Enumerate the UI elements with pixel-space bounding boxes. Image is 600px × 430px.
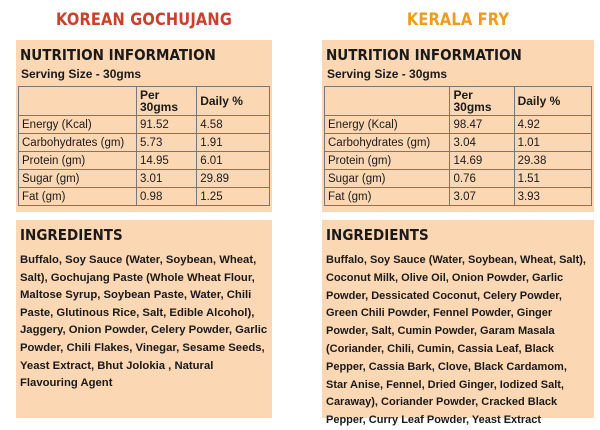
- row-per-serving: 3.07: [449, 187, 515, 206]
- table-header-cell: [18, 86, 137, 116]
- row-per-serving: 5.73: [135, 133, 198, 152]
- serving-size: Serving Size - 30gms: [21, 67, 142, 81]
- row-per-serving: 14.69: [449, 151, 515, 170]
- row-per-serving: 3.01: [135, 169, 198, 188]
- nutrition-title: NUTRITION INFORMATION: [20, 46, 216, 64]
- nutrition-table: Per 30gms Daily % Energy (Kcal) 91.52 4.…: [18, 86, 270, 206]
- table-row: Protein (gm) 14.69 29.38: [323, 151, 593, 170]
- row-per-serving: 91.52: [135, 115, 198, 134]
- row-daily: 4.58: [196, 115, 270, 134]
- nutrition-card: NUTRITION INFORMATION Serving Size - 30g…: [16, 40, 272, 212]
- row-daily: 1.51: [513, 169, 593, 188]
- row-daily: 1.01: [513, 133, 593, 152]
- table-header-cell: Per 30gms: [135, 86, 198, 116]
- row-daily: 29.38: [513, 151, 593, 170]
- row-label: Carbohydrates (gm): [323, 133, 451, 152]
- serving-size: Serving Size - 30gms: [327, 67, 448, 81]
- ingredients-title: INGREDIENTS: [326, 226, 429, 244]
- table-row: Carbohydrates (gm) 3.04 1.01: [323, 133, 593, 152]
- row-daily: 3.93: [513, 187, 593, 206]
- table-header-cell: Per 30gms: [449, 86, 515, 116]
- row-label: Fat (gm): [18, 187, 137, 206]
- row-per-serving: 0.76: [449, 169, 515, 188]
- nutrition-table: Per 30gms Daily % Energy (Kcal) 98.47 4.…: [323, 86, 593, 206]
- table-header-row: Per 30gms Daily %: [18, 86, 270, 116]
- row-per-serving: 0.98: [135, 187, 198, 206]
- row-label: Sugar (gm): [323, 169, 451, 188]
- table-header-cell: Daily %: [196, 86, 270, 116]
- product-panel-kerala-fry: KERALA FRY NUTRITION INFORMATION Serving…: [322, 0, 594, 426]
- row-label: Energy (Kcal): [18, 115, 137, 134]
- row-daily: 6.01: [196, 151, 270, 170]
- table-header-row: Per 30gms Daily %: [323, 86, 593, 116]
- ingredients-card: INGREDIENTS Buffalo, Soy Sauce (Water, S…: [322, 220, 594, 426]
- row-label: Protein (gm): [323, 151, 451, 170]
- ingredients-card: INGREDIENTS Buffalo, Soy Sauce (Water, S…: [16, 220, 272, 418]
- ingredients-text: Buffalo, Soy Sauce (Water, Soybean, Whea…: [20, 254, 268, 390]
- row-daily: 1.25: [196, 187, 270, 206]
- row-label: Sugar (gm): [18, 169, 137, 188]
- row-per-serving: 98.47: [449, 115, 515, 134]
- row-label: Fat (gm): [323, 187, 451, 206]
- row-daily: 1.91: [196, 133, 270, 152]
- row-label: Energy (Kcal): [323, 115, 451, 134]
- row-per-serving: 14.95: [135, 151, 198, 170]
- product-title: KOREAN GOCHUJANG: [55, 10, 233, 30]
- table-row: Energy (Kcal) 91.52 4.58: [18, 115, 270, 134]
- table-row: Energy (Kcal) 98.47 4.92: [323, 115, 593, 134]
- nutrition-card: NUTRITION INFORMATION Serving Size - 30g…: [322, 40, 594, 212]
- nutrition-title: NUTRITION INFORMATION: [326, 46, 522, 64]
- table-row: Sugar (gm) 3.01 29.89: [18, 169, 270, 188]
- row-label: Protein (gm): [18, 151, 137, 170]
- table-row: Sugar (gm) 0.76 1.51: [323, 169, 593, 188]
- row-label: Carbohydrates (gm): [18, 133, 137, 152]
- table-row: Protein (gm) 14.95 6.01: [18, 151, 270, 170]
- table-row: Fat (gm) 0.98 1.25: [18, 187, 270, 206]
- ingredients-title: INGREDIENTS: [20, 226, 123, 244]
- row-daily: 4.92: [513, 115, 593, 134]
- table-row: Fat (gm) 3.07 3.93: [323, 187, 593, 206]
- table-header-cell: Daily %: [513, 86, 593, 116]
- row-per-serving: 3.04: [449, 133, 515, 152]
- product-title: KERALA FRY: [406, 10, 510, 30]
- table-row: Carbohydrates (gm) 5.73 1.91: [18, 133, 270, 152]
- product-panel-korean-gochujang: KOREAN GOCHUJANG NUTRITION INFORMATION S…: [16, 0, 272, 418]
- ingredients-text: Buffalo, Soy Sauce (Water, Soybean, Whea…: [326, 254, 586, 427]
- row-daily: 29.89: [196, 169, 270, 188]
- table-header-cell: [323, 86, 451, 116]
